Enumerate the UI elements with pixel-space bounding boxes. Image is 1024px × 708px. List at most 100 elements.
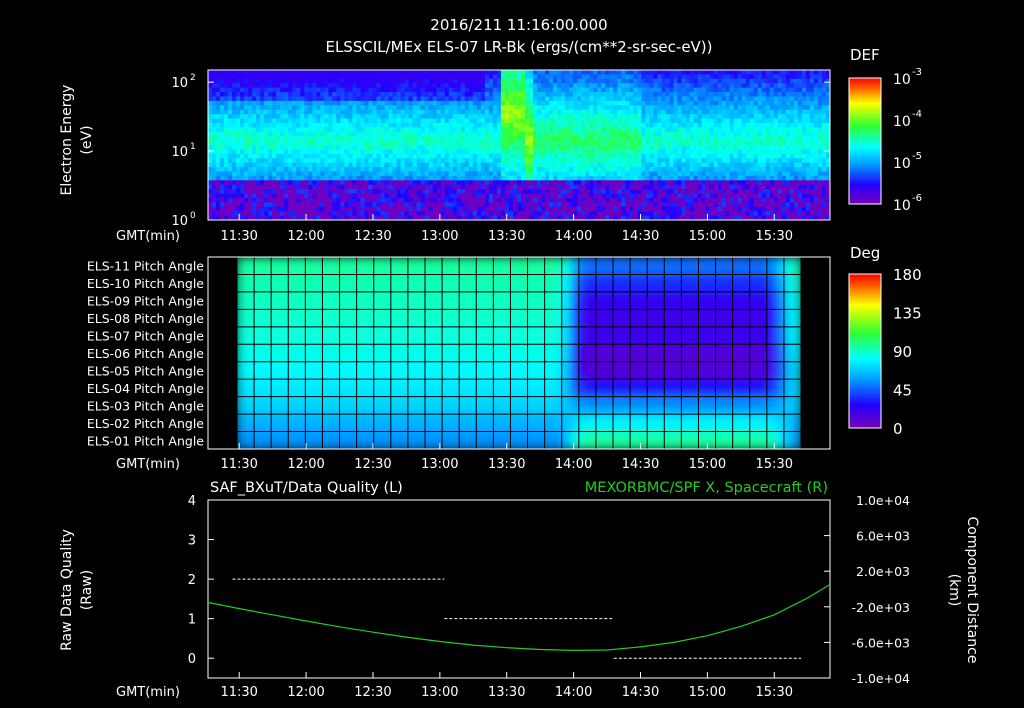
spectrogram-cell (665, 96, 671, 102)
spectrogram-cell (605, 78, 610, 84)
spectrogram-cell (328, 118, 333, 124)
spectrogram-cell (464, 140, 470, 146)
spectrogram-cell (633, 211, 638, 217)
spectrogram-cell (256, 202, 261, 208)
spectrogram-cell (244, 206, 249, 212)
spectrogram-cell (565, 211, 570, 217)
spectrogram-cell (757, 149, 763, 155)
spectrogram-cell (372, 105, 378, 111)
spectrogram-cell (308, 149, 313, 155)
spectrogram-cell (392, 127, 398, 133)
spectrogram-cell (492, 92, 498, 98)
spectrogram-cell (460, 202, 466, 208)
spectrogram-cell (444, 211, 450, 217)
spectrogram-cell (452, 100, 458, 106)
spectrogram-cell (284, 197, 289, 203)
spectrogram-cell (665, 100, 671, 106)
spectrogram-cell (240, 78, 245, 84)
spectrogram-cell (272, 122, 277, 128)
spectrogram-cell (789, 114, 795, 120)
spectrogram-cell (364, 109, 370, 115)
spectrogram-cell (565, 158, 570, 164)
spectrogram-cell (529, 158, 534, 164)
spectrogram-cell (360, 171, 366, 177)
spectrogram-cell (276, 92, 281, 98)
spectrogram-cell (244, 96, 249, 102)
spectrogram-cell (753, 140, 759, 146)
spectrogram-cell (789, 74, 795, 80)
spectrogram-cell (216, 96, 221, 102)
spectrogram-cell (384, 92, 390, 98)
spectrogram-cell (232, 149, 237, 155)
spectrogram-cell (308, 193, 313, 199)
spectrogram-cell (741, 109, 747, 115)
spectrogram-cell (617, 127, 622, 133)
spectrogram-cell (553, 83, 558, 89)
spectrogram-cell (404, 74, 410, 80)
spectrogram-cell (737, 96, 743, 102)
spectrogram-cell (492, 158, 498, 164)
spectrogram-cell (376, 140, 382, 146)
spectrogram-cell (304, 92, 309, 98)
spectrogram-cell (504, 114, 510, 120)
spectrogram-cell (573, 78, 578, 84)
spectrogram-cell (480, 171, 486, 177)
spectrogram-cell (444, 83, 450, 89)
spectrogram-cell (392, 211, 398, 217)
spectrogram-cell (312, 171, 317, 177)
spectrogram-cell (729, 100, 735, 106)
spectrogram-cell (444, 109, 450, 115)
spectrogram-cell (412, 127, 418, 133)
spectrogram-cell (324, 206, 329, 212)
spectrogram-cell (500, 92, 506, 98)
spectrogram-cell (729, 197, 735, 203)
spectrogram-cell (276, 197, 281, 203)
spectrogram-cell (613, 114, 618, 120)
spectrogram-cell (244, 167, 249, 173)
spectrogram-cell (565, 167, 570, 173)
spectrogram-cell (653, 158, 659, 164)
spectrogram-cell (216, 109, 221, 115)
spectrogram-cell (432, 184, 438, 190)
spectrogram-cell (288, 197, 293, 203)
spectrogram-cell (617, 180, 622, 186)
spectrogram-cell (749, 162, 755, 168)
spectrogram-cell (472, 211, 478, 217)
spectrogram-cell (525, 153, 530, 159)
spectrogram-cell (521, 127, 526, 133)
spectrogram-cell (224, 158, 229, 164)
spectrogram-cell (428, 92, 434, 98)
spectrogram-cell (348, 167, 354, 173)
spectrogram-cell (637, 114, 642, 120)
spectrogram-cell (689, 105, 695, 111)
spectrogram-cell (725, 136, 731, 142)
spectrogram-cell (500, 158, 506, 164)
spectrogram-cell (392, 145, 398, 151)
spectrogram-cell (533, 122, 538, 128)
spectrogram-cell (573, 70, 578, 76)
spectrogram-cell (472, 131, 478, 137)
spectrogram-cell (577, 193, 582, 199)
spectrogram-cell (657, 153, 663, 159)
spectrogram-cell (432, 197, 438, 203)
spectrogram-cell (661, 206, 667, 212)
spectrogram-cell (785, 74, 791, 80)
spectrogram-cell (601, 83, 606, 89)
spectrogram-cell (581, 189, 586, 195)
spectrogram-cell (428, 189, 434, 195)
spectrogram-cell (480, 122, 486, 128)
spectrogram-cell (685, 184, 691, 190)
spectrogram-cell (693, 189, 699, 195)
spectrogram-cell (665, 131, 671, 137)
spectrogram-cell (224, 184, 229, 190)
spectrogram-cell (460, 114, 466, 120)
spectrogram-cell (324, 83, 329, 89)
spectrogram-cell (348, 87, 354, 93)
spectrogram-cell (448, 180, 454, 186)
spectrogram-cell (617, 136, 622, 142)
spectrogram-cell (541, 122, 546, 128)
spectrogram-cell (336, 83, 342, 89)
spectrogram-cell (444, 114, 450, 120)
spectrogram-cell (665, 105, 671, 111)
spectrogram-cell (500, 136, 506, 142)
